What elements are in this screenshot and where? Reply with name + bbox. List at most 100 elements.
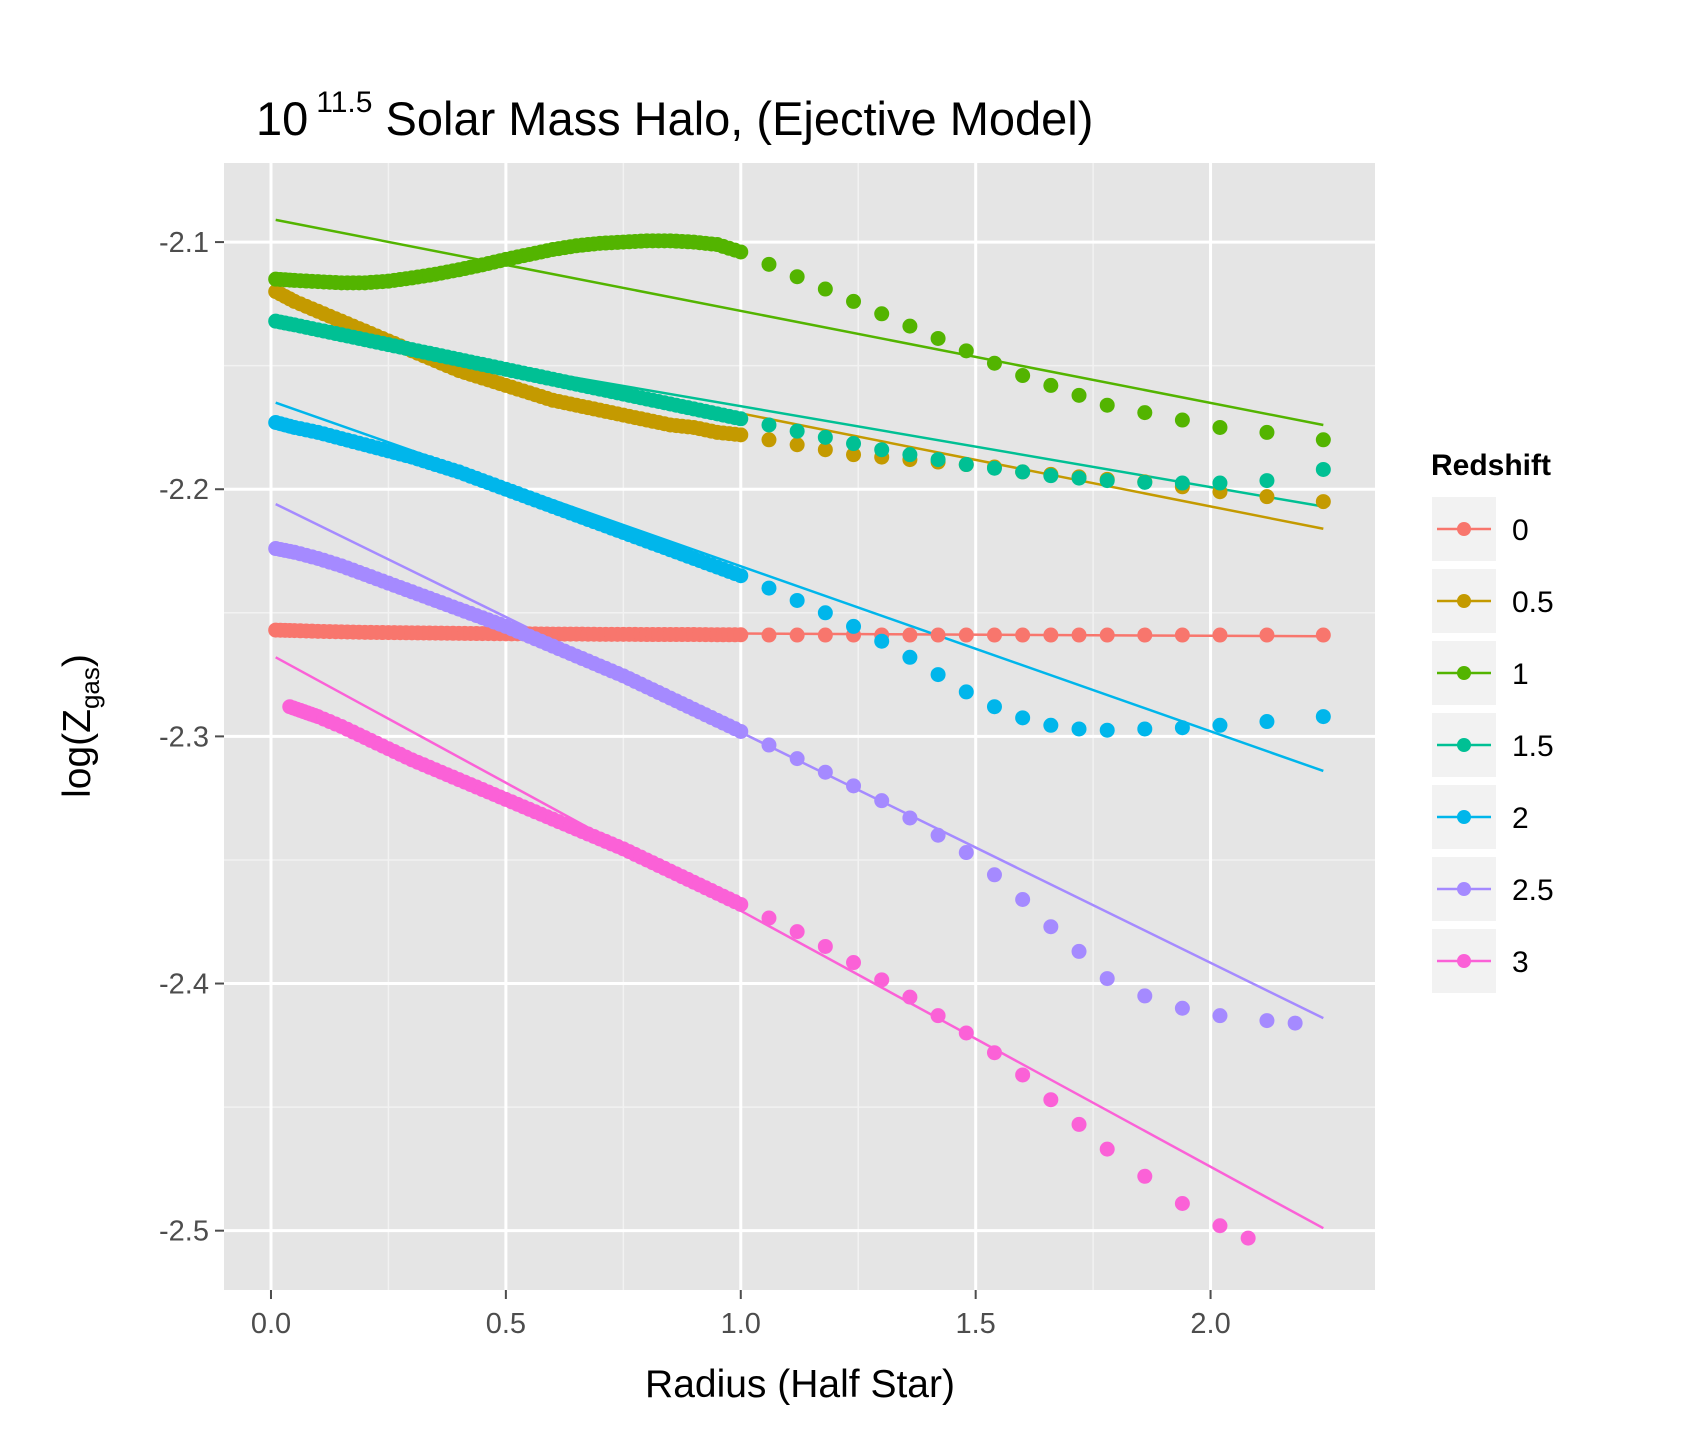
point-2.5: [902, 810, 918, 826]
point-1: [817, 281, 833, 297]
point-1.5: [761, 417, 777, 433]
point-1.5: [1315, 461, 1331, 477]
point-1.5: [902, 447, 918, 463]
legend-item-0.5: 0.5: [1430, 567, 1554, 635]
point-1.5: [986, 460, 1002, 476]
point-1: [1315, 432, 1331, 448]
legend-label: 1.5: [1512, 730, 1554, 763]
point-1.5: [846, 436, 862, 452]
chart-title-rest: Solar Mass Halo, (Ejective Model): [372, 92, 1093, 145]
point-1: [902, 318, 918, 334]
point-1: [761, 256, 777, 272]
grid-major: [224, 163, 1375, 1290]
point-3: [1174, 1195, 1190, 1211]
x-axis-ticks: 0.0 0.5 1.0 1.5 2.0: [251, 1290, 1231, 1340]
legend-key-point: [1457, 594, 1471, 608]
chart-title-base: 10: [256, 92, 308, 145]
point-2.5: [789, 751, 805, 767]
point-0: [817, 627, 833, 643]
point-3: [1071, 1116, 1087, 1132]
point-2.5: [1259, 1013, 1275, 1029]
point-2.5: [817, 764, 833, 780]
legend-key-point: [1457, 666, 1471, 680]
point-0: [986, 627, 1002, 643]
point-1: [874, 306, 890, 322]
point-2: [846, 618, 862, 634]
x-tick-label: 1.5: [956, 1308, 996, 1340]
point-2: [1137, 721, 1153, 737]
legend-item-1: 1: [1430, 639, 1529, 707]
y-axis-title-subscript: gas: [75, 667, 105, 709]
y-tick-label: -2.4: [159, 969, 209, 1001]
point-1.5: [1174, 475, 1190, 491]
x-tick-label: 0.0: [251, 1308, 291, 1340]
legend: Redshift 0 0.5 1 1.5 2 2.5 3: [1430, 449, 1554, 995]
point-3: [1240, 1230, 1256, 1246]
y-axis-title-prefix: log(Z: [56, 709, 99, 798]
point-0: [1315, 627, 1331, 643]
point-2.5: [874, 793, 890, 809]
point-0: [1099, 627, 1115, 643]
point-0: [1212, 627, 1228, 643]
point-2.5: [986, 867, 1002, 883]
point-2.5: [1137, 988, 1153, 1004]
point-2: [817, 605, 833, 621]
point-2: [1099, 722, 1115, 738]
point-3: [958, 1025, 974, 1041]
point-3: [733, 896, 749, 912]
point-1.5: [874, 442, 890, 458]
point-2: [733, 568, 749, 584]
point-1.5: [817, 429, 833, 445]
point-0: [1015, 627, 1031, 643]
point-3: [1015, 1067, 1031, 1083]
point-0: [1071, 627, 1087, 643]
point-3: [930, 1008, 946, 1024]
point-2.5: [1174, 1000, 1190, 1016]
point-2.5: [1043, 919, 1059, 935]
point-0: [902, 627, 918, 643]
y-tick-label: -2.1: [159, 227, 209, 259]
legend-items: 0 0.5 1 1.5 2 2.5 3: [1430, 495, 1554, 995]
point-3: [1099, 1141, 1115, 1157]
point-0: [1259, 627, 1275, 643]
chart-title-exponent: 11.5: [316, 86, 372, 119]
point-1.5: [1137, 474, 1153, 490]
point-2: [1212, 717, 1228, 733]
x-tick-label: 1.0: [721, 1308, 761, 1340]
point-3: [817, 938, 833, 954]
y-axis-title-suffix: ): [56, 654, 99, 667]
point-1: [1259, 424, 1275, 440]
point-0.5: [846, 447, 862, 463]
legend-label: 3: [1512, 946, 1529, 979]
point-1.5: [958, 457, 974, 473]
y-tick-label: -2.5: [159, 1216, 209, 1248]
point-1: [1174, 412, 1190, 428]
point-3: [902, 989, 918, 1005]
x-axis-title: Radius (Half Star): [645, 1363, 955, 1406]
point-0: [733, 627, 749, 643]
point-2.5: [930, 827, 946, 843]
point-1: [930, 330, 946, 346]
point-0.5: [733, 427, 749, 443]
point-2: [1315, 709, 1331, 725]
point-2.5: [846, 778, 862, 794]
legend-key-point: [1457, 882, 1471, 896]
point-1: [986, 355, 1002, 371]
point-0: [789, 627, 805, 643]
point-1.5: [1099, 473, 1115, 489]
x-tick-label: 0.5: [486, 1308, 526, 1340]
point-2: [1259, 714, 1275, 730]
point-1: [958, 343, 974, 359]
point-2.5: [1071, 943, 1087, 959]
y-tick-label: -2.2: [159, 474, 209, 506]
chart-title: 10 11.5 Solar Mass Halo, (Ejective Model): [256, 86, 1093, 145]
point-2.5: [1287, 1015, 1303, 1031]
legend-item-0: 0: [1430, 495, 1529, 563]
point-1.5: [1259, 473, 1275, 489]
point-3: [1043, 1092, 1059, 1108]
point-1: [1137, 405, 1153, 421]
point-0: [1043, 627, 1059, 643]
legend-key-point: [1457, 954, 1471, 968]
point-1: [733, 244, 749, 260]
